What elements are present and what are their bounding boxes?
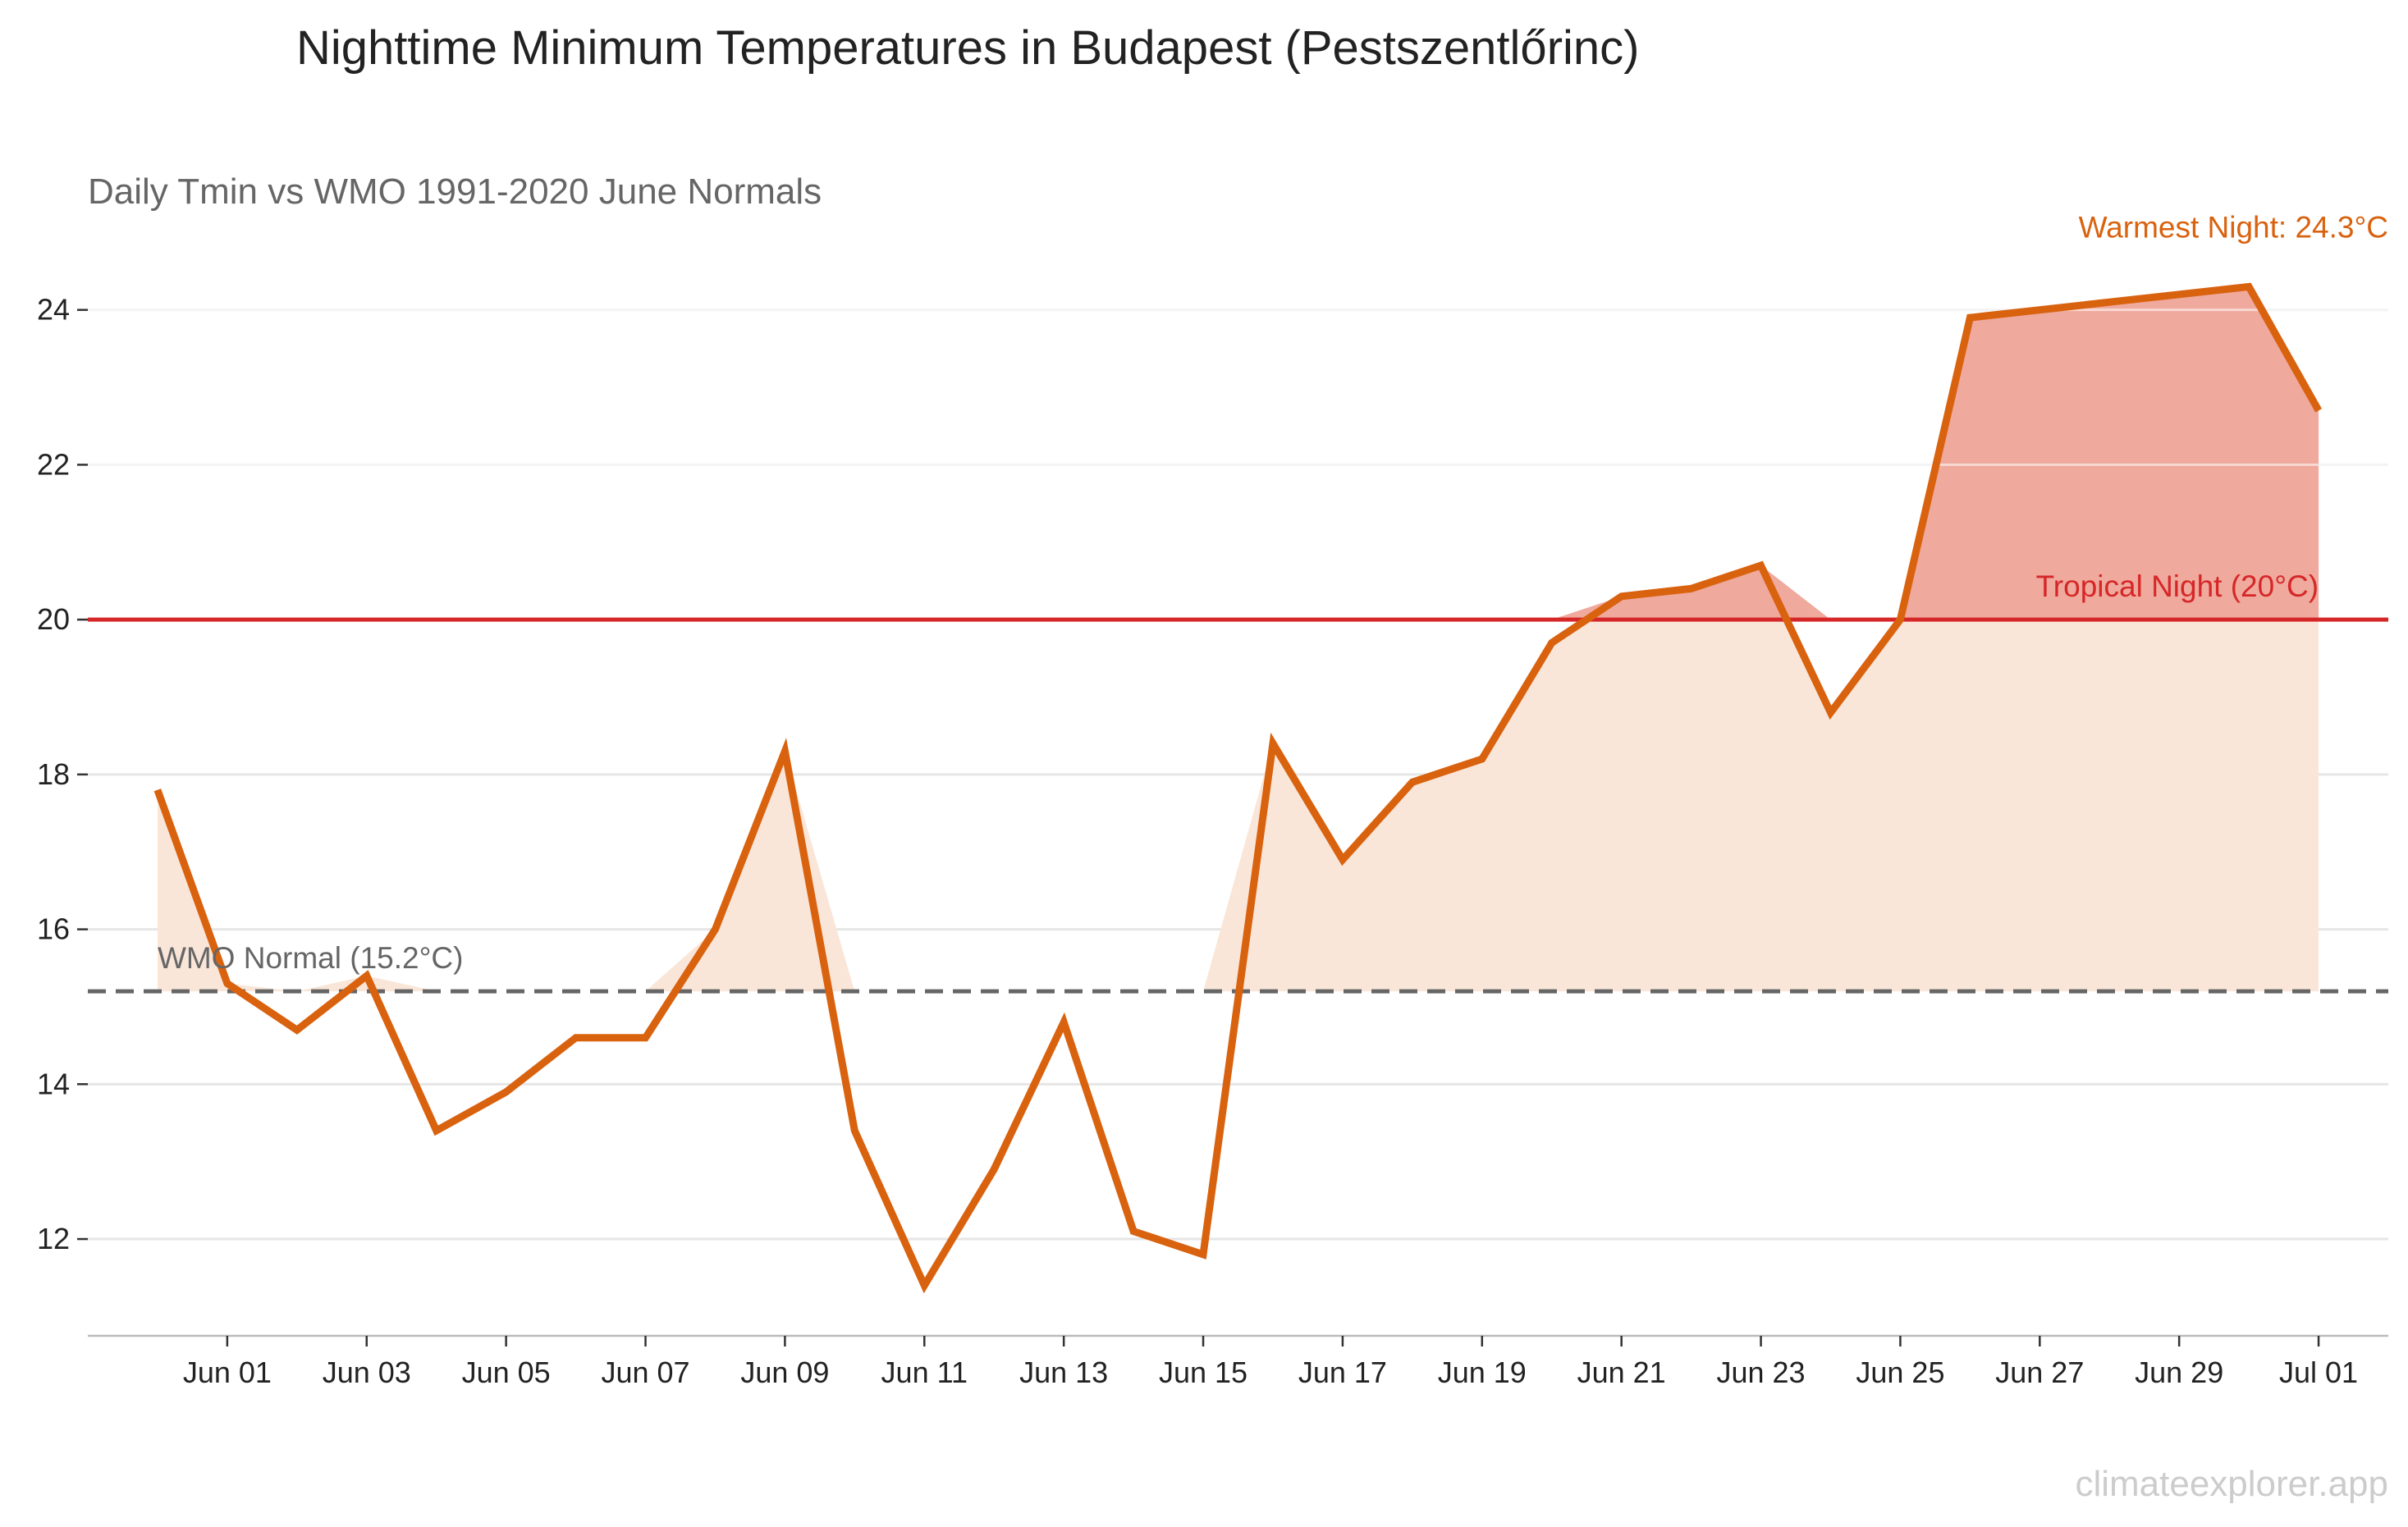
x-tick-label: Jun 19 [1438,1356,1527,1389]
chart-subtitle: Daily Tmin vs WMO 1991-2020 June Normals [88,171,822,212]
x-axis: Jun 01 Jun 03 Jun 05 Jun 07 Jun 09 Jun 11 Jun … [88,1334,2388,1389]
x-tick-label: Jun 25 [1856,1356,1944,1389]
annotations: WMO Normal (15.2°C) Tropical Night (20°C)… [158,210,2388,975]
x-tick-label: Jun 13 [1019,1356,1108,1389]
x-tick-label: Jun 07 [601,1356,689,1389]
x-tick-label: Jun 21 [1577,1356,1666,1389]
tropical-night-label: Tropical Night (20°C) [2036,569,2319,603]
watermark: climateexplorer.app [2075,1464,2388,1504]
warmest-night-label: Warmest Night: 24.3°C [2079,210,2388,244]
area-above-normal [157,286,2319,992]
y-tick-label: 24 [37,293,70,327]
area-above-tropical [157,286,2319,620]
x-tick-label: Jun 09 [740,1356,829,1389]
fill-layer [88,286,2388,992]
x-tick-label: Jun 11 [881,1356,968,1389]
y-axis: 12 14 16 18 20 22 24 [37,293,88,1255]
x-tick-label: Jun 03 [323,1356,411,1389]
y-tick-label: 18 [37,757,70,791]
x-tick-label: Jun 17 [1298,1356,1387,1389]
y-tick-label: 20 [37,602,70,636]
x-tick-label: Jun 01 [183,1356,272,1389]
chart-title: Nighttime Minimum Temperatures in Budape… [296,21,1639,75]
x-tick-label: Jul 01 [2279,1356,2358,1389]
y-tick-label: 14 [37,1067,70,1100]
x-tick-label: Jun 23 [1716,1356,1805,1389]
series-layer [153,282,2323,1294]
x-tick-label: Jun 05 [462,1356,551,1389]
y-tick-label: 12 [37,1222,70,1255]
x-tick-label: Jun 29 [2135,1356,2223,1389]
y-tick-label: 16 [37,912,70,946]
y-tick-label: 22 [37,447,70,481]
tmin-series-line [153,282,2323,1294]
wmo-normal-label: WMO Normal (15.2°C) [158,941,464,975]
x-tick-label: Jun 27 [1995,1356,2084,1389]
x-tick-label: Jun 15 [1159,1356,1247,1389]
